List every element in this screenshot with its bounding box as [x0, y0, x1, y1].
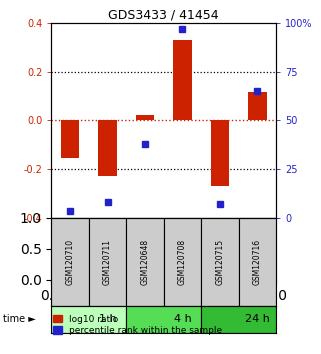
- Text: time ►: time ►: [3, 314, 36, 325]
- Bar: [164, 218, 201, 306]
- Bar: [211, 120, 229, 186]
- Bar: [51, 306, 126, 333]
- Bar: [126, 218, 164, 306]
- Bar: [89, 218, 126, 306]
- Bar: [61, 120, 79, 158]
- Text: GSM120711: GSM120711: [103, 239, 112, 285]
- Bar: [98, 120, 117, 176]
- Bar: [126, 306, 201, 333]
- Bar: [51, 218, 89, 306]
- Text: GSM120648: GSM120648: [141, 239, 150, 285]
- Bar: [248, 92, 267, 120]
- Legend: log10 ratio, percentile rank within the sample: log10 ratio, percentile rank within the …: [49, 311, 226, 339]
- Text: 4 h: 4 h: [174, 314, 191, 325]
- Bar: [239, 218, 276, 306]
- Text: 1 h: 1 h: [99, 314, 116, 325]
- Text: 24 h: 24 h: [245, 314, 270, 325]
- Text: GSM120715: GSM120715: [215, 239, 224, 285]
- Bar: [201, 306, 276, 333]
- Title: GDS3433 / 41454: GDS3433 / 41454: [108, 9, 219, 22]
- Bar: [173, 40, 192, 120]
- Bar: [135, 115, 154, 120]
- Bar: [201, 218, 239, 306]
- Text: GSM120708: GSM120708: [178, 239, 187, 285]
- Text: GSM120710: GSM120710: [65, 239, 74, 285]
- Text: GSM120716: GSM120716: [253, 239, 262, 285]
